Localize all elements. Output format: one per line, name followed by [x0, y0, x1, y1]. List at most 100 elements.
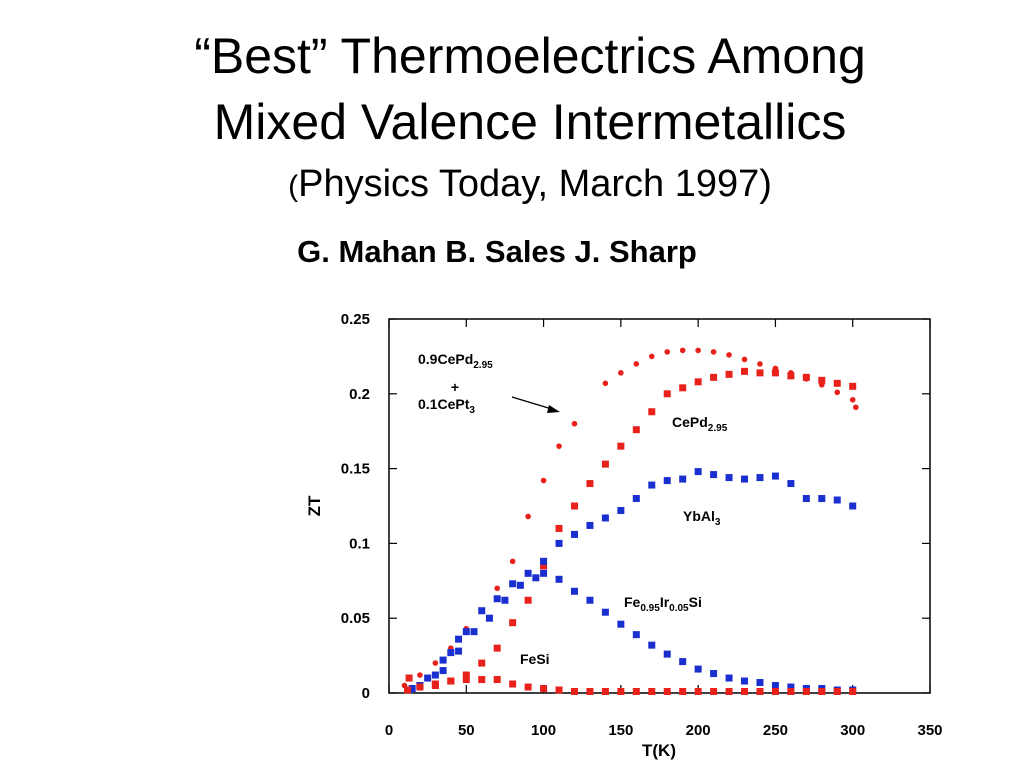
x-tick-label: 250: [763, 722, 788, 739]
data-point-series-4: [725, 688, 733, 696]
data-point-series-3: [632, 631, 640, 639]
data-point-series-2: [802, 495, 810, 503]
annotation-arrow-line: [511, 396, 556, 411]
x-tick-label: 350: [917, 722, 942, 739]
data-point-series-2: [478, 607, 486, 615]
label-mixture-line1: 0.9CePd2.95: [418, 351, 493, 371]
data-point-series-3: [741, 677, 749, 685]
data-point-series-2: [741, 475, 749, 483]
data-point-series-4: [478, 676, 486, 684]
data-point-series-2: [509, 580, 517, 588]
data-point-series-2: [663, 477, 671, 485]
data-point-series-0: [726, 352, 732, 358]
data-point-series-2: [493, 595, 501, 603]
data-point-series-3: [570, 587, 578, 595]
subtitle: (Physics Today, March 1997): [0, 162, 1024, 209]
data-point-series-1: [756, 369, 764, 377]
data-point-series-0: [417, 672, 423, 678]
data-point-series-0: [556, 443, 562, 449]
data-point-series-4: [555, 686, 563, 694]
data-point-series-4: [617, 688, 625, 696]
y-axis-label: ZT: [305, 495, 324, 516]
data-point-series-4: [694, 688, 702, 696]
data-point-series-1: [540, 562, 548, 570]
data-point-series-2: [694, 468, 702, 476]
data-point-series-1: [632, 426, 640, 434]
x-tick-label: 300: [840, 722, 865, 739]
data-point-series-1: [524, 596, 532, 604]
data-point-series-1: [478, 659, 486, 667]
data-point-series-4: [756, 688, 764, 696]
data-point-series-1: [405, 674, 413, 682]
label-fesi: FeSi: [520, 651, 550, 667]
data-point-series-2: [756, 474, 764, 482]
data-point-series-4: [509, 680, 517, 688]
data-point-series-3: [516, 581, 524, 589]
data-point-series-3: [771, 682, 779, 690]
data-point-series-4: [416, 683, 424, 691]
data-point-series-3: [470, 628, 478, 636]
annotation-arrow-head: [547, 405, 560, 413]
data-point-series-2: [439, 656, 447, 664]
data-point-series-2: [540, 557, 548, 565]
data-point-series-2: [570, 530, 578, 538]
data-point-series-4: [710, 688, 718, 696]
data-point-series-3: [408, 685, 416, 693]
y-tick-label: 0.15: [341, 461, 370, 478]
data-point-series-2: [771, 472, 779, 480]
data-point-series-1: [771, 369, 779, 377]
data-point-series-3: [679, 658, 687, 666]
y-tick-label: 0.25: [341, 311, 370, 328]
data-point-series-1: [818, 376, 826, 384]
data-point-series-4: [849, 688, 857, 696]
data-point-series-0: [571, 420, 578, 427]
data-point-series-3: [663, 650, 671, 658]
data-point-series-3: [586, 596, 594, 604]
data-point-series-2: [455, 635, 463, 643]
data-point-series-1: [617, 442, 625, 450]
subtitle-open-paren: (: [288, 170, 299, 203]
data-point-series-1: [509, 619, 517, 627]
data-point-series-0: [695, 347, 701, 354]
data-point-series-4: [771, 688, 779, 696]
data-point-series-1: [849, 382, 857, 390]
data-point-series-0: [648, 353, 655, 360]
data-point-series-4: [787, 688, 795, 696]
data-point-series-0: [741, 356, 748, 363]
data-point-series-3: [694, 665, 702, 673]
data-point-series-4: [802, 688, 810, 696]
label-feirsi: Fe0.95Ir0.05Si: [624, 594, 702, 614]
x-tick-label: 200: [686, 722, 711, 739]
data-point-series-4: [679, 688, 687, 696]
data-point-series-1: [555, 524, 563, 532]
data-point-series-1: [493, 644, 501, 652]
label-mixture-plus: +: [451, 379, 459, 395]
data-point-series-4: [524, 683, 532, 691]
label-mixture-line2: 0.1CePt3: [418, 396, 475, 416]
data-point-series-1: [570, 502, 578, 510]
data-point-series-3: [787, 683, 795, 691]
data-point-series-0: [834, 389, 841, 396]
data-point-series-2: [431, 671, 439, 679]
title-line-1: “Best” Thermoelectrics Among: [194, 28, 866, 84]
data-point-series-2: [648, 481, 656, 489]
data-point-series-3: [532, 574, 540, 582]
data-point-series-2: [679, 475, 687, 483]
data-point-series-2: [586, 521, 594, 529]
data-point-series-4: [493, 676, 501, 684]
data-point-series-4: [601, 688, 609, 696]
data-point-series-4: [663, 688, 671, 696]
data-point-series-1: [679, 384, 687, 392]
data-point-series-4: [570, 688, 578, 696]
data-point-series-4: [586, 688, 594, 696]
data-point-series-2: [447, 649, 455, 657]
data-point-series-0: [602, 380, 609, 387]
label-ybal3: YbAl3: [683, 508, 721, 528]
data-point-series-4: [447, 677, 455, 685]
data-point-series-3: [648, 641, 656, 649]
data-point-series-0: [618, 370, 624, 376]
data-point-series-0: [525, 513, 531, 520]
data-point-series-2: [617, 506, 625, 514]
data-point-series-1: [663, 390, 671, 398]
